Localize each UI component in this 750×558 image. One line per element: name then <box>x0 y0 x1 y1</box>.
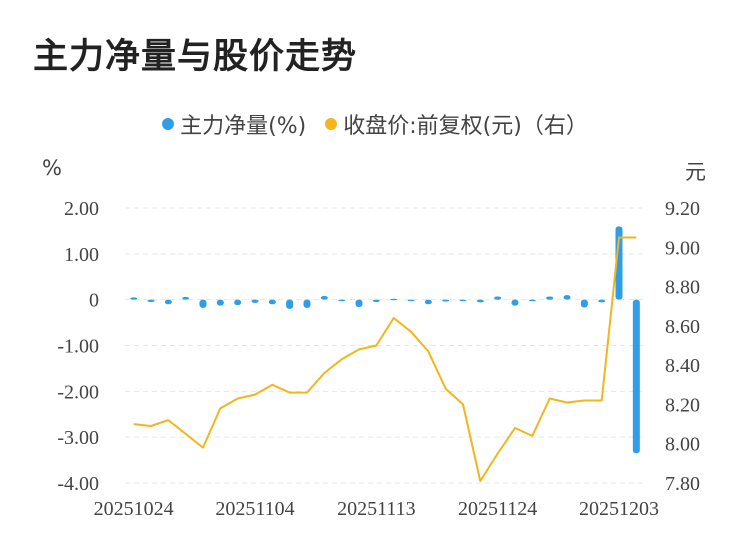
net-volume-bar <box>598 299 606 303</box>
right-axis-tick-label: 8.20 <box>665 394 700 416</box>
right-axis-tick-label: 8.00 <box>665 434 700 456</box>
net-volume-bar <box>563 295 571 300</box>
x-axis-tick-label: 20251203 <box>579 498 659 520</box>
net-volume-bar <box>286 299 294 309</box>
x-axis-tick-label: 20251024 <box>94 498 174 520</box>
net-volume-bar <box>303 299 311 308</box>
x-axis-tick-label: 20251113 <box>337 498 416 520</box>
net-volume-bar <box>199 299 207 308</box>
legend-item-net-volume[interactable]: 主力净量(%) <box>162 108 306 140</box>
left-axis-tick-label: -4.00 <box>57 473 99 495</box>
net-volume-bar <box>459 299 467 302</box>
left-axis-tick-label: 2.00 <box>64 198 99 220</box>
left-axis-tick-label: -3.00 <box>57 427 99 449</box>
net-volume-bar <box>546 296 554 300</box>
net-volume-bar <box>632 299 640 454</box>
right-axis-tick-label: 8.40 <box>665 355 700 377</box>
legend-label-net-volume: 主力净量(%) <box>180 114 307 139</box>
x-axis-tick-label: 20251104 <box>215 498 294 520</box>
right-axis-tick-label: 7.80 <box>665 473 700 495</box>
legend-label-close-price: 收盘价:前复权(元)（右） <box>343 114 588 139</box>
close-price-line <box>133 236 637 482</box>
legend-item-close-price[interactable]: 收盘价:前复权(元)（右） <box>325 108 588 140</box>
net-volume-bar <box>476 299 484 303</box>
net-volume-bar <box>147 299 155 302</box>
net-volume-bar <box>182 296 190 300</box>
right-axis-tick-label: 9.20 <box>665 198 700 220</box>
net-volume-bar <box>494 296 502 300</box>
net-volume-bar <box>268 299 276 305</box>
right-axis-unit: 元 <box>685 160 706 184</box>
net-volume-bar <box>130 297 138 300</box>
left-axis-unit: % <box>42 156 62 180</box>
net-volume-bar <box>372 299 380 302</box>
left-axis-tick-label: -2.00 <box>57 381 99 403</box>
net-volume-bar <box>442 299 450 302</box>
right-axis-tick-label: 8.60 <box>665 316 700 338</box>
left-axis-tick-label: 0 <box>89 290 99 312</box>
net-volume-bar <box>251 299 259 303</box>
chart-title: 主力净量与股价走势 <box>33 37 358 77</box>
net-volume-bar <box>216 299 224 306</box>
left-axis-tick-label: 1.00 <box>64 244 99 266</box>
net-volume-bar <box>580 299 588 308</box>
net-volume-bar <box>164 299 172 305</box>
net-volume-bar <box>528 299 536 302</box>
net-volume-bar <box>390 298 398 301</box>
net-volume-bar <box>338 299 346 302</box>
net-volume-bar <box>511 299 519 306</box>
right-axis-tick-label: 8.80 <box>665 277 700 299</box>
legend-marker-net-volume <box>162 118 175 130</box>
right-axis-tick-label: 9.00 <box>665 237 700 259</box>
net-volume-bar <box>355 299 363 307</box>
legend-marker-close-price <box>325 118 338 130</box>
left-axis-tick-label: -1.00 <box>57 336 99 358</box>
net-volume-bar <box>234 299 242 306</box>
x-axis-tick-label: 20251124 <box>458 498 537 520</box>
net-volume-bar <box>424 299 432 305</box>
legend: 主力净量(%) 收盘价:前复权(元)（右） <box>0 108 750 140</box>
net-volume-bar <box>407 299 415 302</box>
net-volume-bar <box>320 296 328 300</box>
